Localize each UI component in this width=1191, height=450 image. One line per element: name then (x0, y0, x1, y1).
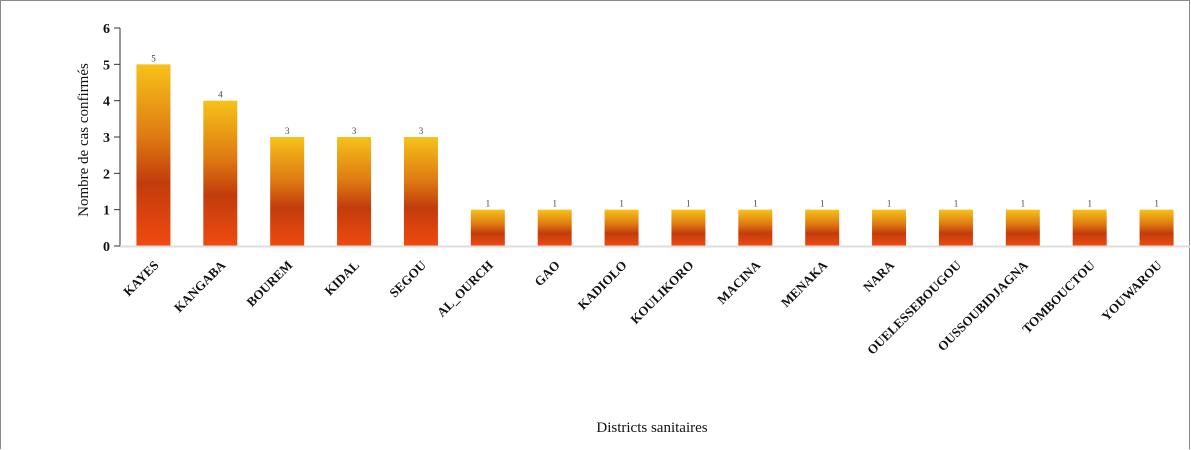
y-tick-label: 0 (103, 240, 110, 255)
category-label: KIDAL (321, 257, 362, 298)
category-label: NARA (860, 257, 898, 295)
y-tick-label: 5 (103, 58, 110, 73)
bar-al-ourch (471, 210, 505, 246)
category-label: KAYES (120, 258, 161, 299)
bar-kangaba (203, 101, 237, 246)
category-label: AL_OURCH (434, 258, 496, 320)
bar-youwarou (1140, 210, 1174, 246)
axes-group: KAYES KANGABA BOUREM KIDAL SEGOU AL_OURCH GAO K… (103, 22, 1190, 358)
bar-gao (538, 210, 572, 246)
value-label: 3 (285, 126, 290, 136)
value-label: 1 (619, 199, 624, 209)
category-label: TOMBOUCTOU (1019, 257, 1098, 336)
category-label: KOULIKORO (627, 258, 696, 327)
value-label: 3 (419, 126, 424, 136)
bar-kidal (337, 137, 371, 246)
value-label: 5 (151, 53, 156, 63)
bar-macina (738, 210, 772, 246)
value-label: 1 (686, 199, 691, 209)
value-label: 1 (887, 199, 892, 209)
bar-tombouctou (1073, 210, 1107, 246)
bar-kayes (136, 64, 170, 246)
category-label: KADIOLO (575, 258, 630, 313)
bar-nara (872, 210, 906, 246)
y-axis-title: Nombre de cas confirmés (76, 63, 92, 217)
x-axis-title: Districts sanitaires (596, 420, 707, 436)
category-label: SEGOU (386, 257, 429, 300)
value-label: 1 (753, 199, 758, 209)
y-tick-label: 2 (103, 167, 110, 182)
bar-koulikoro (671, 210, 705, 246)
value-label: 1 (486, 199, 491, 209)
value-label: 1 (820, 199, 825, 209)
bar-menaka (805, 210, 839, 246)
y-tick-label: 4 (103, 95, 110, 110)
bar-segou (404, 137, 438, 246)
y-tick-label: 6 (103, 22, 110, 37)
value-label: 1 (954, 199, 959, 209)
bar-ouelessebougou (939, 210, 973, 246)
category-label: GAO (531, 258, 563, 290)
category-label: YOUWAROU (1098, 257, 1165, 324)
bars-group: 5 4 3 3 3 1 1 1 1 1 1 1 1 1 1 1 (136, 53, 1173, 246)
y-tick-label: 3 (103, 131, 110, 146)
bar-bourem (270, 137, 304, 246)
value-label: 1 (1021, 199, 1026, 209)
category-label: MACINA (714, 257, 764, 307)
bar-oussoubidjagna (1006, 210, 1040, 246)
y-tick-label: 1 (103, 204, 110, 219)
value-label: 4 (218, 90, 223, 100)
category-label: KANGABA (171, 257, 229, 315)
category-label: BOUREM (243, 258, 295, 310)
value-label: 1 (1087, 199, 1092, 209)
value-label: 1 (552, 199, 557, 209)
value-label: 1 (1154, 199, 1159, 209)
category-label: MENAKA (778, 257, 831, 310)
value-label: 3 (352, 126, 357, 136)
bar-kadiolo (605, 210, 639, 246)
